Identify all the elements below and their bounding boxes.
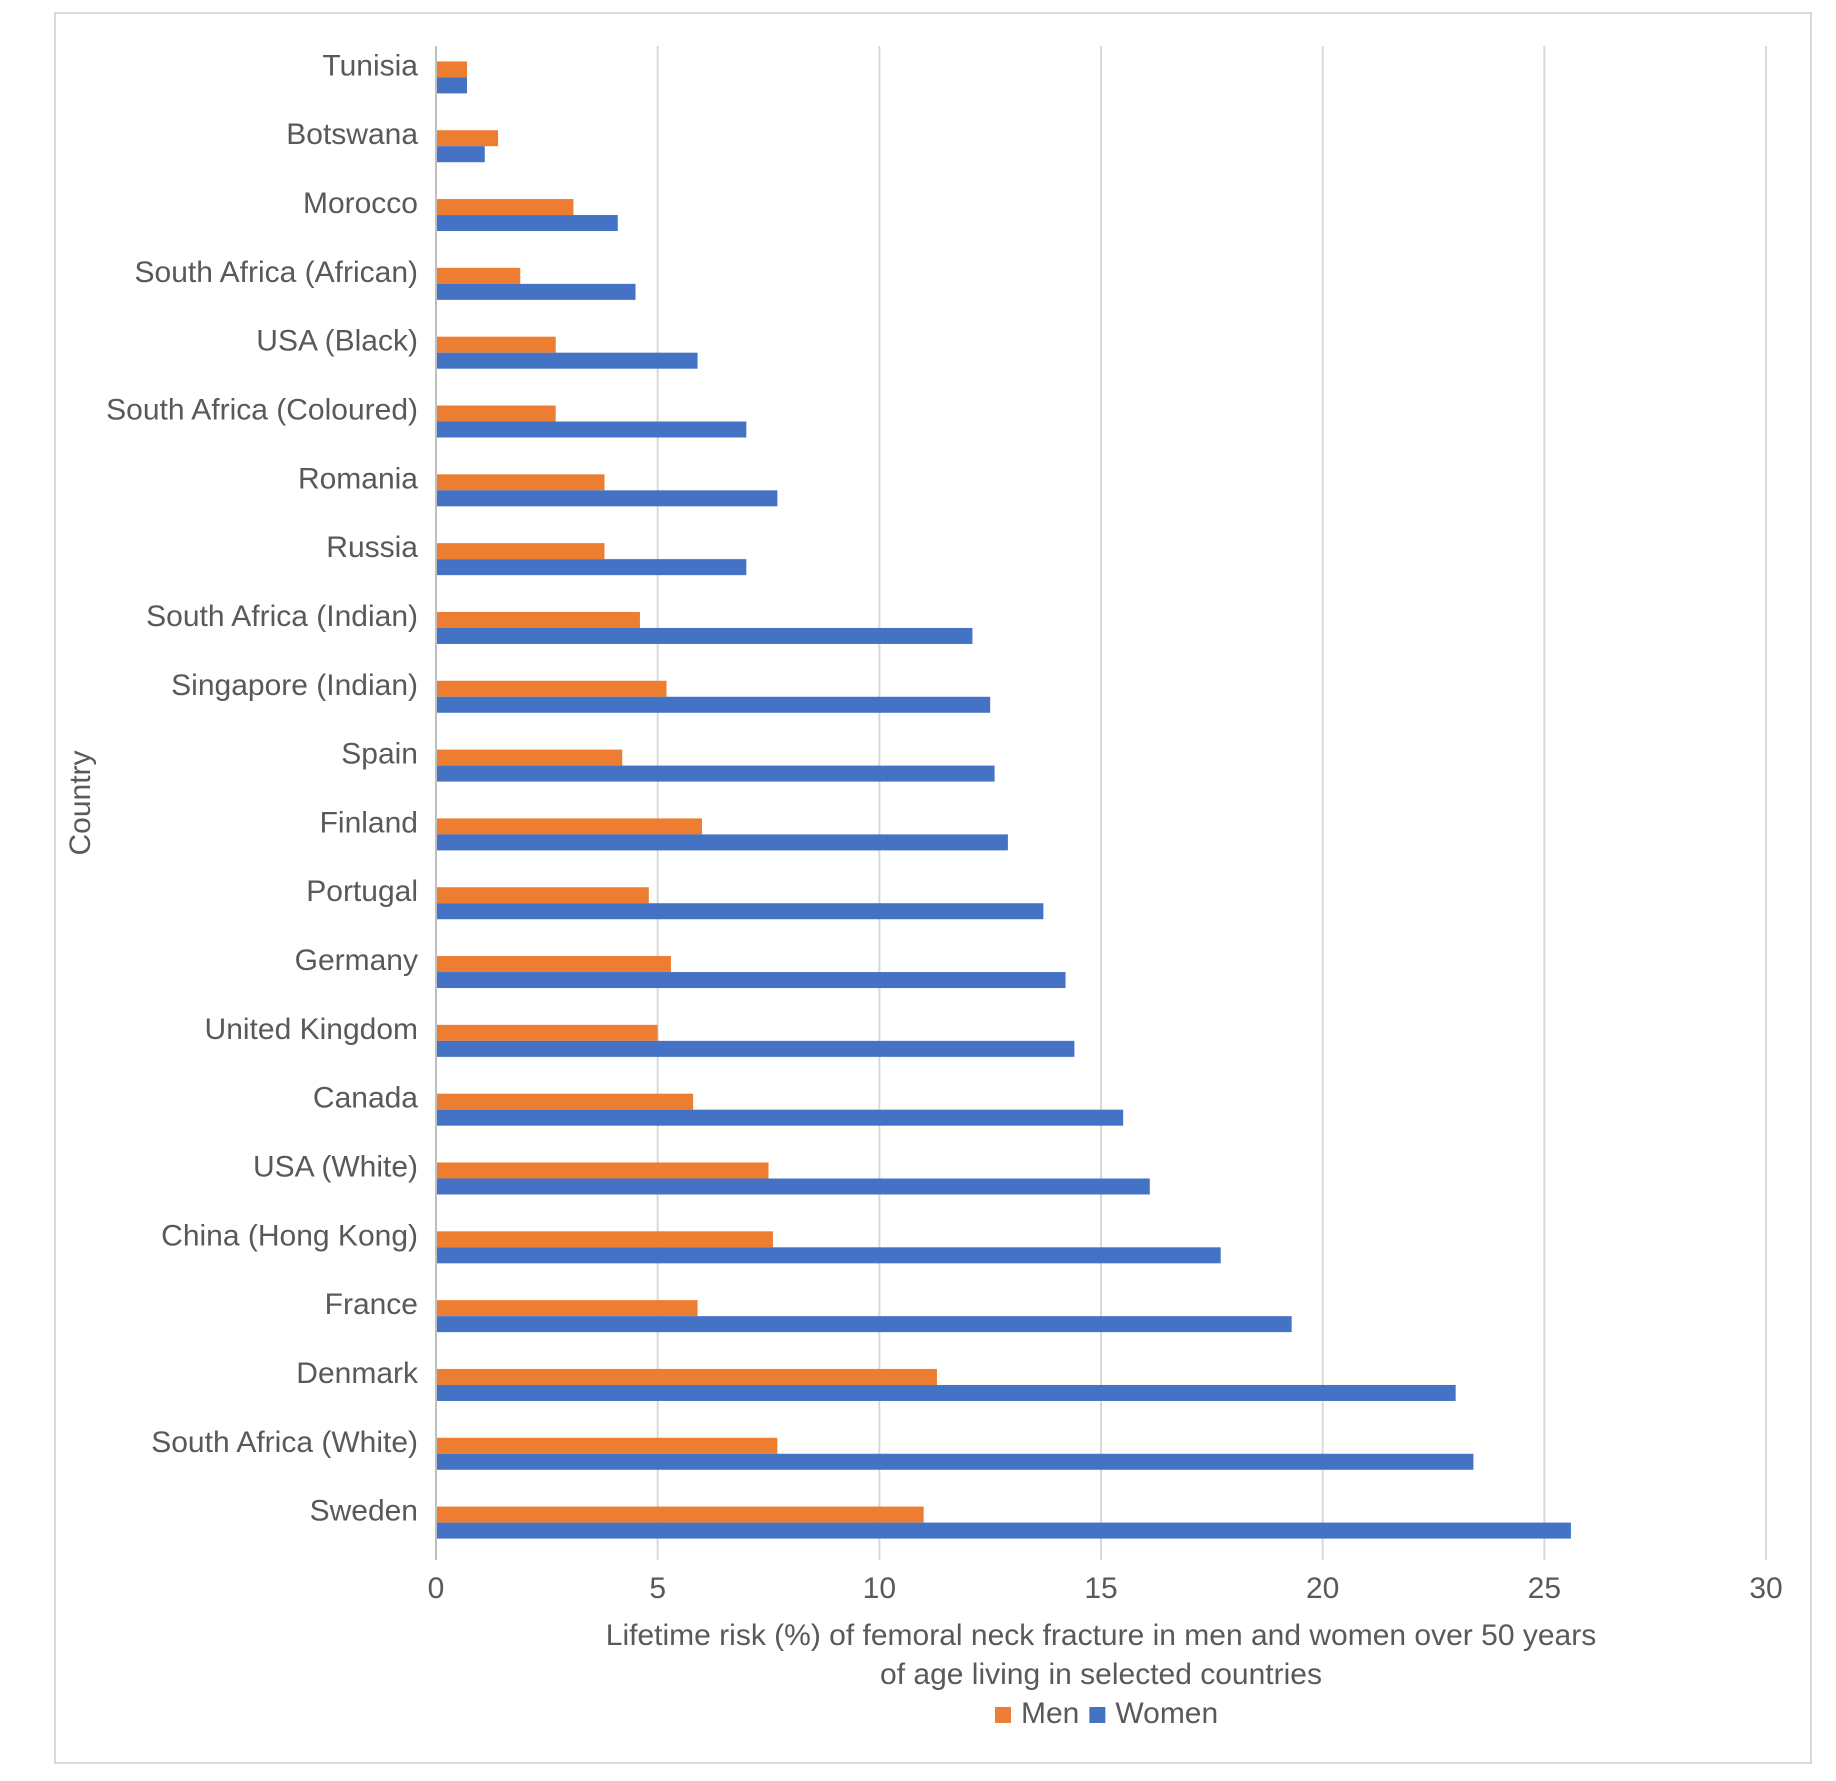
x-axis-title-line2: of age living in selected countries	[880, 1658, 1322, 1691]
category-label: Portugal	[306, 875, 418, 908]
category-labels: Tunisia Botswana Morocco South Africa (Afri…	[106, 49, 419, 1527]
legend-label-men: Men	[1021, 1697, 1079, 1730]
category-label: United Kingdom	[205, 1013, 418, 1046]
bar-men	[436, 818, 702, 835]
bar-women	[436, 283, 636, 300]
category-label: Tunisia	[322, 49, 418, 82]
chart-frame	[54, 12, 1812, 1764]
bar-men	[436, 887, 649, 904]
bar-women	[436, 490, 778, 507]
bar-men	[436, 267, 521, 284]
bar-men	[436, 1506, 924, 1523]
bar-men	[436, 199, 574, 216]
x-tick-label: 0	[428, 1572, 445, 1605]
category-label: Singapore (Indian)	[171, 669, 418, 702]
category-label: South Africa (African)	[135, 256, 418, 289]
legend-label-women: Women	[1115, 1697, 1218, 1730]
bar-men	[436, 749, 623, 766]
bar-men	[436, 1093, 694, 1110]
category-label: Botswana	[286, 118, 418, 151]
category-label: Spain	[341, 738, 418, 771]
bar-men	[436, 1437, 778, 1454]
bar-women	[436, 1247, 1221, 1264]
bar-men	[436, 543, 605, 560]
bar-women	[436, 1109, 1124, 1126]
x-tick-label: 5	[649, 1572, 666, 1605]
bar-men	[436, 1231, 773, 1248]
bar-women	[436, 696, 991, 713]
x-tick-label: 10	[863, 1572, 896, 1605]
bar-women	[436, 215, 618, 232]
bar-women	[436, 1316, 1292, 1333]
bar-men	[436, 130, 499, 147]
category-label: USA (Black)	[256, 325, 418, 358]
bar-men	[436, 1024, 658, 1041]
category-label: Canada	[313, 1082, 418, 1115]
bar-women	[436, 1384, 1456, 1401]
bar-women	[436, 77, 468, 94]
x-tick-label: 25	[1528, 1572, 1561, 1605]
bar-men	[436, 336, 556, 353]
category-label: South Africa (Indian)	[146, 600, 418, 633]
x-tick-label: 30	[1749, 1572, 1782, 1605]
bar-women	[436, 146, 485, 163]
x-axis-title-line1: Lifetime risk (%) of femoral neck fractu…	[606, 1619, 1596, 1652]
x-tick-label: 20	[1306, 1572, 1339, 1605]
bar-women	[436, 559, 747, 576]
bar-women	[436, 903, 1044, 920]
category-label: Russia	[326, 531, 418, 564]
category-label: Finland	[320, 806, 418, 839]
bar-women	[436, 1178, 1150, 1195]
bar-men	[436, 405, 556, 422]
bar-women	[436, 1040, 1075, 1057]
category-label: Romania	[298, 462, 418, 495]
y-axis-title: Country	[64, 750, 97, 855]
category-label: Germany	[295, 944, 418, 977]
bar-women	[436, 352, 698, 369]
legend-swatch-women	[1089, 1707, 1106, 1723]
bar-men	[436, 1300, 698, 1317]
x-tick-label: 15	[1084, 1572, 1117, 1605]
bar-men	[436, 680, 667, 697]
bar-men	[436, 61, 468, 78]
bar-men	[436, 1162, 769, 1179]
legend-swatch-men	[995, 1707, 1011, 1723]
category-label: Denmark	[296, 1357, 419, 1390]
category-label: France	[325, 1288, 418, 1321]
bar-men	[436, 611, 640, 628]
category-label: China (Hong Kong)	[161, 1219, 418, 1252]
bar-women	[436, 1453, 1474, 1470]
bar-men	[436, 474, 605, 491]
bar-women	[436, 765, 995, 782]
bar-women	[436, 421, 747, 438]
bar-women	[436, 1522, 1571, 1539]
bars	[436, 61, 1571, 1539]
category-label: South Africa (White)	[151, 1426, 418, 1459]
bar-women	[436, 834, 1008, 851]
bar-women	[436, 972, 1066, 989]
category-label: Sweden	[310, 1495, 418, 1528]
bar-men	[436, 956, 671, 973]
x-tick-labels: 0 5 10 15 20 25 30	[428, 1572, 1783, 1605]
legend: Men Women	[995, 1697, 1218, 1730]
gridlines	[656, 46, 1767, 1560]
category-label: USA (White)	[253, 1151, 418, 1184]
category-label: Morocco	[303, 187, 418, 220]
category-label: South Africa (Coloured)	[106, 394, 418, 427]
bar-women	[436, 627, 973, 644]
bar-men	[436, 1368, 937, 1385]
